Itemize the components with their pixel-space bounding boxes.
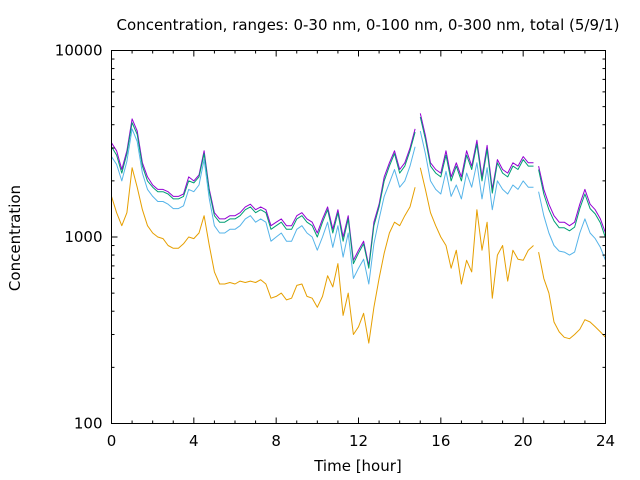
y-tick-label: 10000 <box>55 42 103 60</box>
x-tick-label: 20 <box>514 432 533 450</box>
series-line-2 <box>111 116 606 269</box>
y-axis-label: Concentration <box>6 185 24 291</box>
y-tick-label: 1000 <box>64 228 102 246</box>
x-tick-label: 4 <box>189 432 199 450</box>
plot-frame <box>111 50 606 424</box>
y-tick-label: 100 <box>74 415 103 433</box>
x-axis-label: Time [hour] <box>313 457 402 475</box>
series-line-4 <box>111 167 606 344</box>
x-tick-label: 16 <box>431 432 450 450</box>
chart-title: Concentration, ranges: 0-30 nm, 0-100 nm… <box>117 16 620 34</box>
x-tick-label: 24 <box>596 432 615 450</box>
series-line-3 <box>111 128 606 285</box>
series-layer <box>111 113 606 344</box>
axis-ticks: 0 4 8 12 16 20 24 100 1000 10000 <box>55 42 615 451</box>
x-tick-label: 8 <box>271 432 281 450</box>
x-tick-label: 12 <box>349 432 368 450</box>
series-line-1 <box>111 113 606 267</box>
x-tick-label: 0 <box>107 432 117 450</box>
